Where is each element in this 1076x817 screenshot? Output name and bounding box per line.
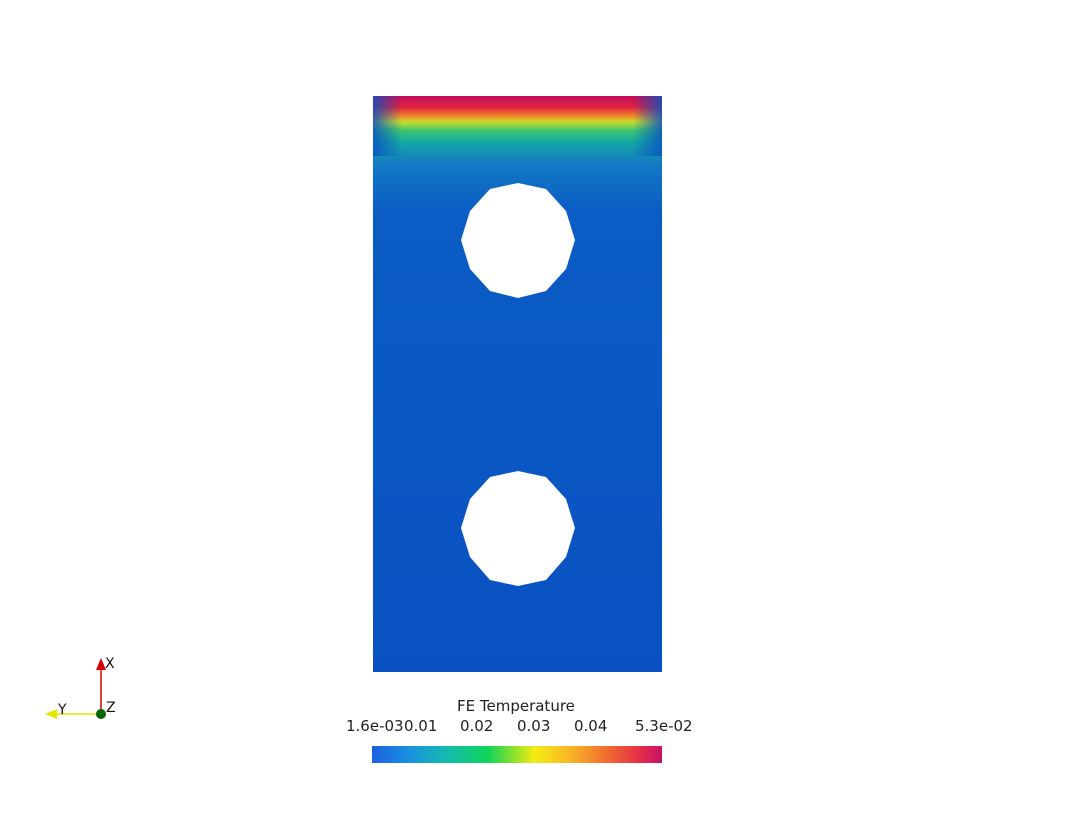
scalar-bar-title: FE Temperature: [457, 697, 575, 715]
plate-edge-shading: [373, 96, 662, 156]
scalar-bar-tick: 5.3e-02: [635, 717, 693, 735]
z-axis-label: Z: [106, 700, 116, 716]
scalar-bar-colorbar[interactable]: [372, 746, 662, 763]
x-axis-arrow-icon: [96, 658, 106, 670]
y-axis-label: Y: [58, 702, 67, 718]
hole-upper: [461, 183, 575, 298]
scalar-bar-tick: 0.03: [517, 717, 551, 735]
scalar-bar-tick: 0.01: [404, 717, 438, 735]
scalar-bar-tick: 0.02: [460, 717, 494, 735]
hole-lower: [461, 471, 575, 586]
axes-triad: [45, 658, 106, 719]
x-axis-label: X: [105, 656, 115, 672]
scalar-bar-tick: 1.6e-03: [346, 717, 404, 735]
y-axis-arrow-icon: [45, 709, 57, 719]
z-axis-dot-icon: [96, 709, 106, 719]
scalar-bar-tick: 0.04: [574, 717, 608, 735]
